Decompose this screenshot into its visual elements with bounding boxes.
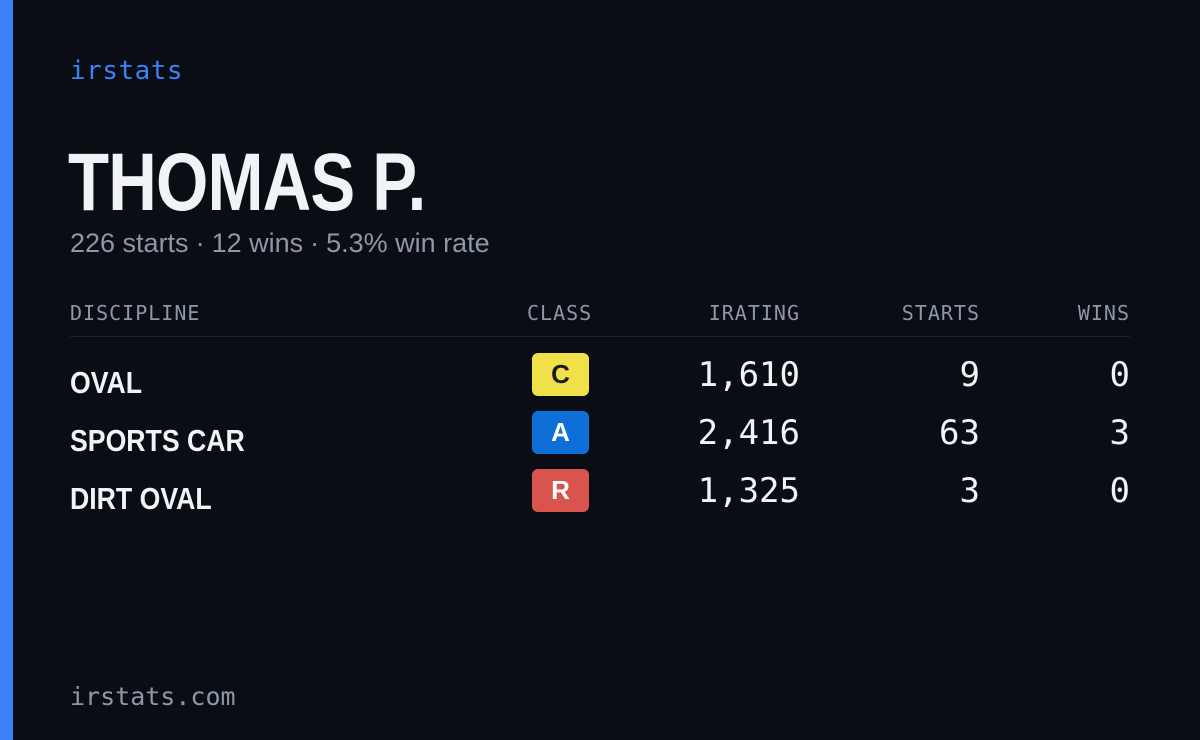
header-wins: WINS [1077,301,1130,325]
table-header: DISCIPLINE CLASS IRATING STARTS WINS [70,298,1130,337]
row-wins: 3 [1109,413,1130,453]
row-wins: 0 [1109,355,1130,395]
driver-summary: 226 starts · 12 wins · 5.3% win rate [70,228,490,259]
row-irating: 2,416 [697,413,800,453]
accent-bar [0,0,13,740]
class-badge: C [532,353,589,396]
header-irating: IRATING [708,301,800,325]
summary-starts: 226 starts [70,228,189,258]
footer-url: irstats.com [70,682,236,711]
summary-separator: · [195,228,205,258]
row-discipline: OVAL [70,365,143,400]
row-starts: 9 [959,355,980,395]
table-row: OVAL C 1,610 9 0 [70,353,1130,411]
class-badge: A [532,411,589,454]
row-wins: 0 [1109,471,1130,511]
row-starts: 3 [959,471,980,511]
summary-win-rate: 5.3% win rate [326,228,490,258]
table-row: SPORTS CAR A 2,416 63 3 [70,411,1130,469]
row-discipline: DIRT OVAL [70,481,212,516]
row-starts: 63 [939,413,980,453]
row-irating: 1,325 [697,471,800,511]
driver-name: THOMAS P. [68,137,426,228]
brand-logo-text: irstats [70,56,184,86]
header-class: CLASS [527,301,593,325]
table-row: DIRT OVAL R 1,325 3 0 [70,469,1130,527]
summary-wins: 12 wins [211,228,304,258]
header-discipline: DISCIPLINE [70,301,201,325]
row-irating: 1,610 [697,355,800,395]
summary-separator: · [310,228,320,258]
stats-table: DISCIPLINE CLASS IRATING STARTS WINS OVA… [70,298,1130,527]
row-discipline: SPORTS CAR [70,423,245,458]
class-badge: R [532,469,589,512]
header-starts: STARTS [901,301,980,325]
table-body: OVAL C 1,610 9 0 SPORTS CAR A 2,416 63 3… [70,353,1130,527]
